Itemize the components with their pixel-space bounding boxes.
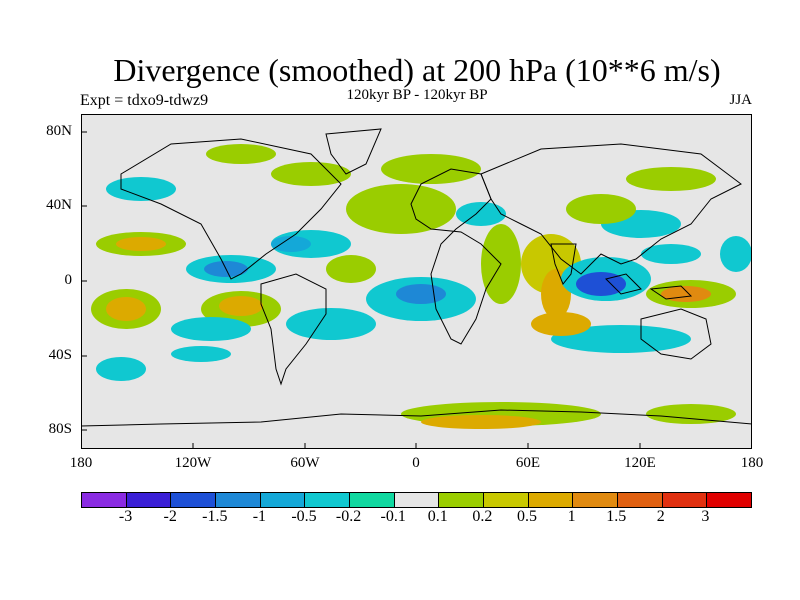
colorbar <box>81 492 752 508</box>
colorbar-segment <box>528 493 574 507</box>
colorbar-segment <box>82 493 127 507</box>
divergence-map <box>81 114 752 449</box>
lat-label-40n: 40N <box>46 197 72 213</box>
colorbar-segment <box>216 493 261 507</box>
colorbar-label: 0.2 <box>472 508 493 525</box>
colorbar-label: -3 <box>118 508 133 525</box>
lon-label-60w: 60W <box>290 455 320 471</box>
colorbar-segment <box>394 493 440 507</box>
colorbar-segment <box>171 493 217 507</box>
lon-label-60e: 60E <box>515 455 541 471</box>
colorbar-label: 1.5 <box>606 508 627 525</box>
colorbar-label: -0.1 <box>380 508 406 525</box>
map-panel <box>81 114 752 449</box>
colorbar-segment <box>350 493 395 507</box>
colorbar-label: 1 <box>567 508 576 525</box>
colorbar-segment <box>305 493 351 507</box>
plot-title: Divergence (smoothed) at 200 hPa (10**6 … <box>113 52 721 88</box>
colorbar-label: -0.5 <box>291 508 317 525</box>
colorbar-segment <box>618 493 663 507</box>
colorbar-segment <box>484 493 529 507</box>
colorbar-label: 2 <box>656 508 665 525</box>
lat-label-80s: 80S <box>48 421 72 437</box>
colorbar-label: -0.2 <box>335 508 362 525</box>
coastline-layer <box>81 128 752 427</box>
colorbar-segment <box>439 493 485 507</box>
colorbar-label: -1.5 <box>202 508 228 525</box>
lat-label-40s: 40S <box>48 347 72 363</box>
colorbar-segment <box>707 493 752 507</box>
lat-label-0: 0 <box>64 272 73 288</box>
lon-label-120e: 120E <box>624 455 656 471</box>
lon-label-0: 0 <box>412 455 420 471</box>
season-label: JJA <box>729 92 752 108</box>
period-label: 120kyr BP - 120kyr BP <box>346 87 488 103</box>
lon-label-180e: 180 <box>740 455 764 471</box>
colorbar-label: 0.5 <box>517 508 537 525</box>
axis-ticks <box>81 131 641 449</box>
lon-label-180w: 180 <box>69 455 93 471</box>
colorbar-segment <box>126 493 172 507</box>
colorbar-label: -1 <box>252 508 267 525</box>
lon-label-120w: 120W <box>174 455 212 471</box>
colorbar-segment <box>573 493 619 507</box>
colorbar-label: 3 <box>701 508 710 525</box>
lat-label-80n: 80N <box>46 123 72 139</box>
colorbar-segment <box>662 493 708 507</box>
colorbar-label: 0.1 <box>427 508 448 525</box>
experiment-label: Expt = tdxo9-tdwz9 <box>80 92 209 109</box>
colorbar-segment <box>260 493 306 507</box>
colorbar-label: -2 <box>163 508 177 525</box>
